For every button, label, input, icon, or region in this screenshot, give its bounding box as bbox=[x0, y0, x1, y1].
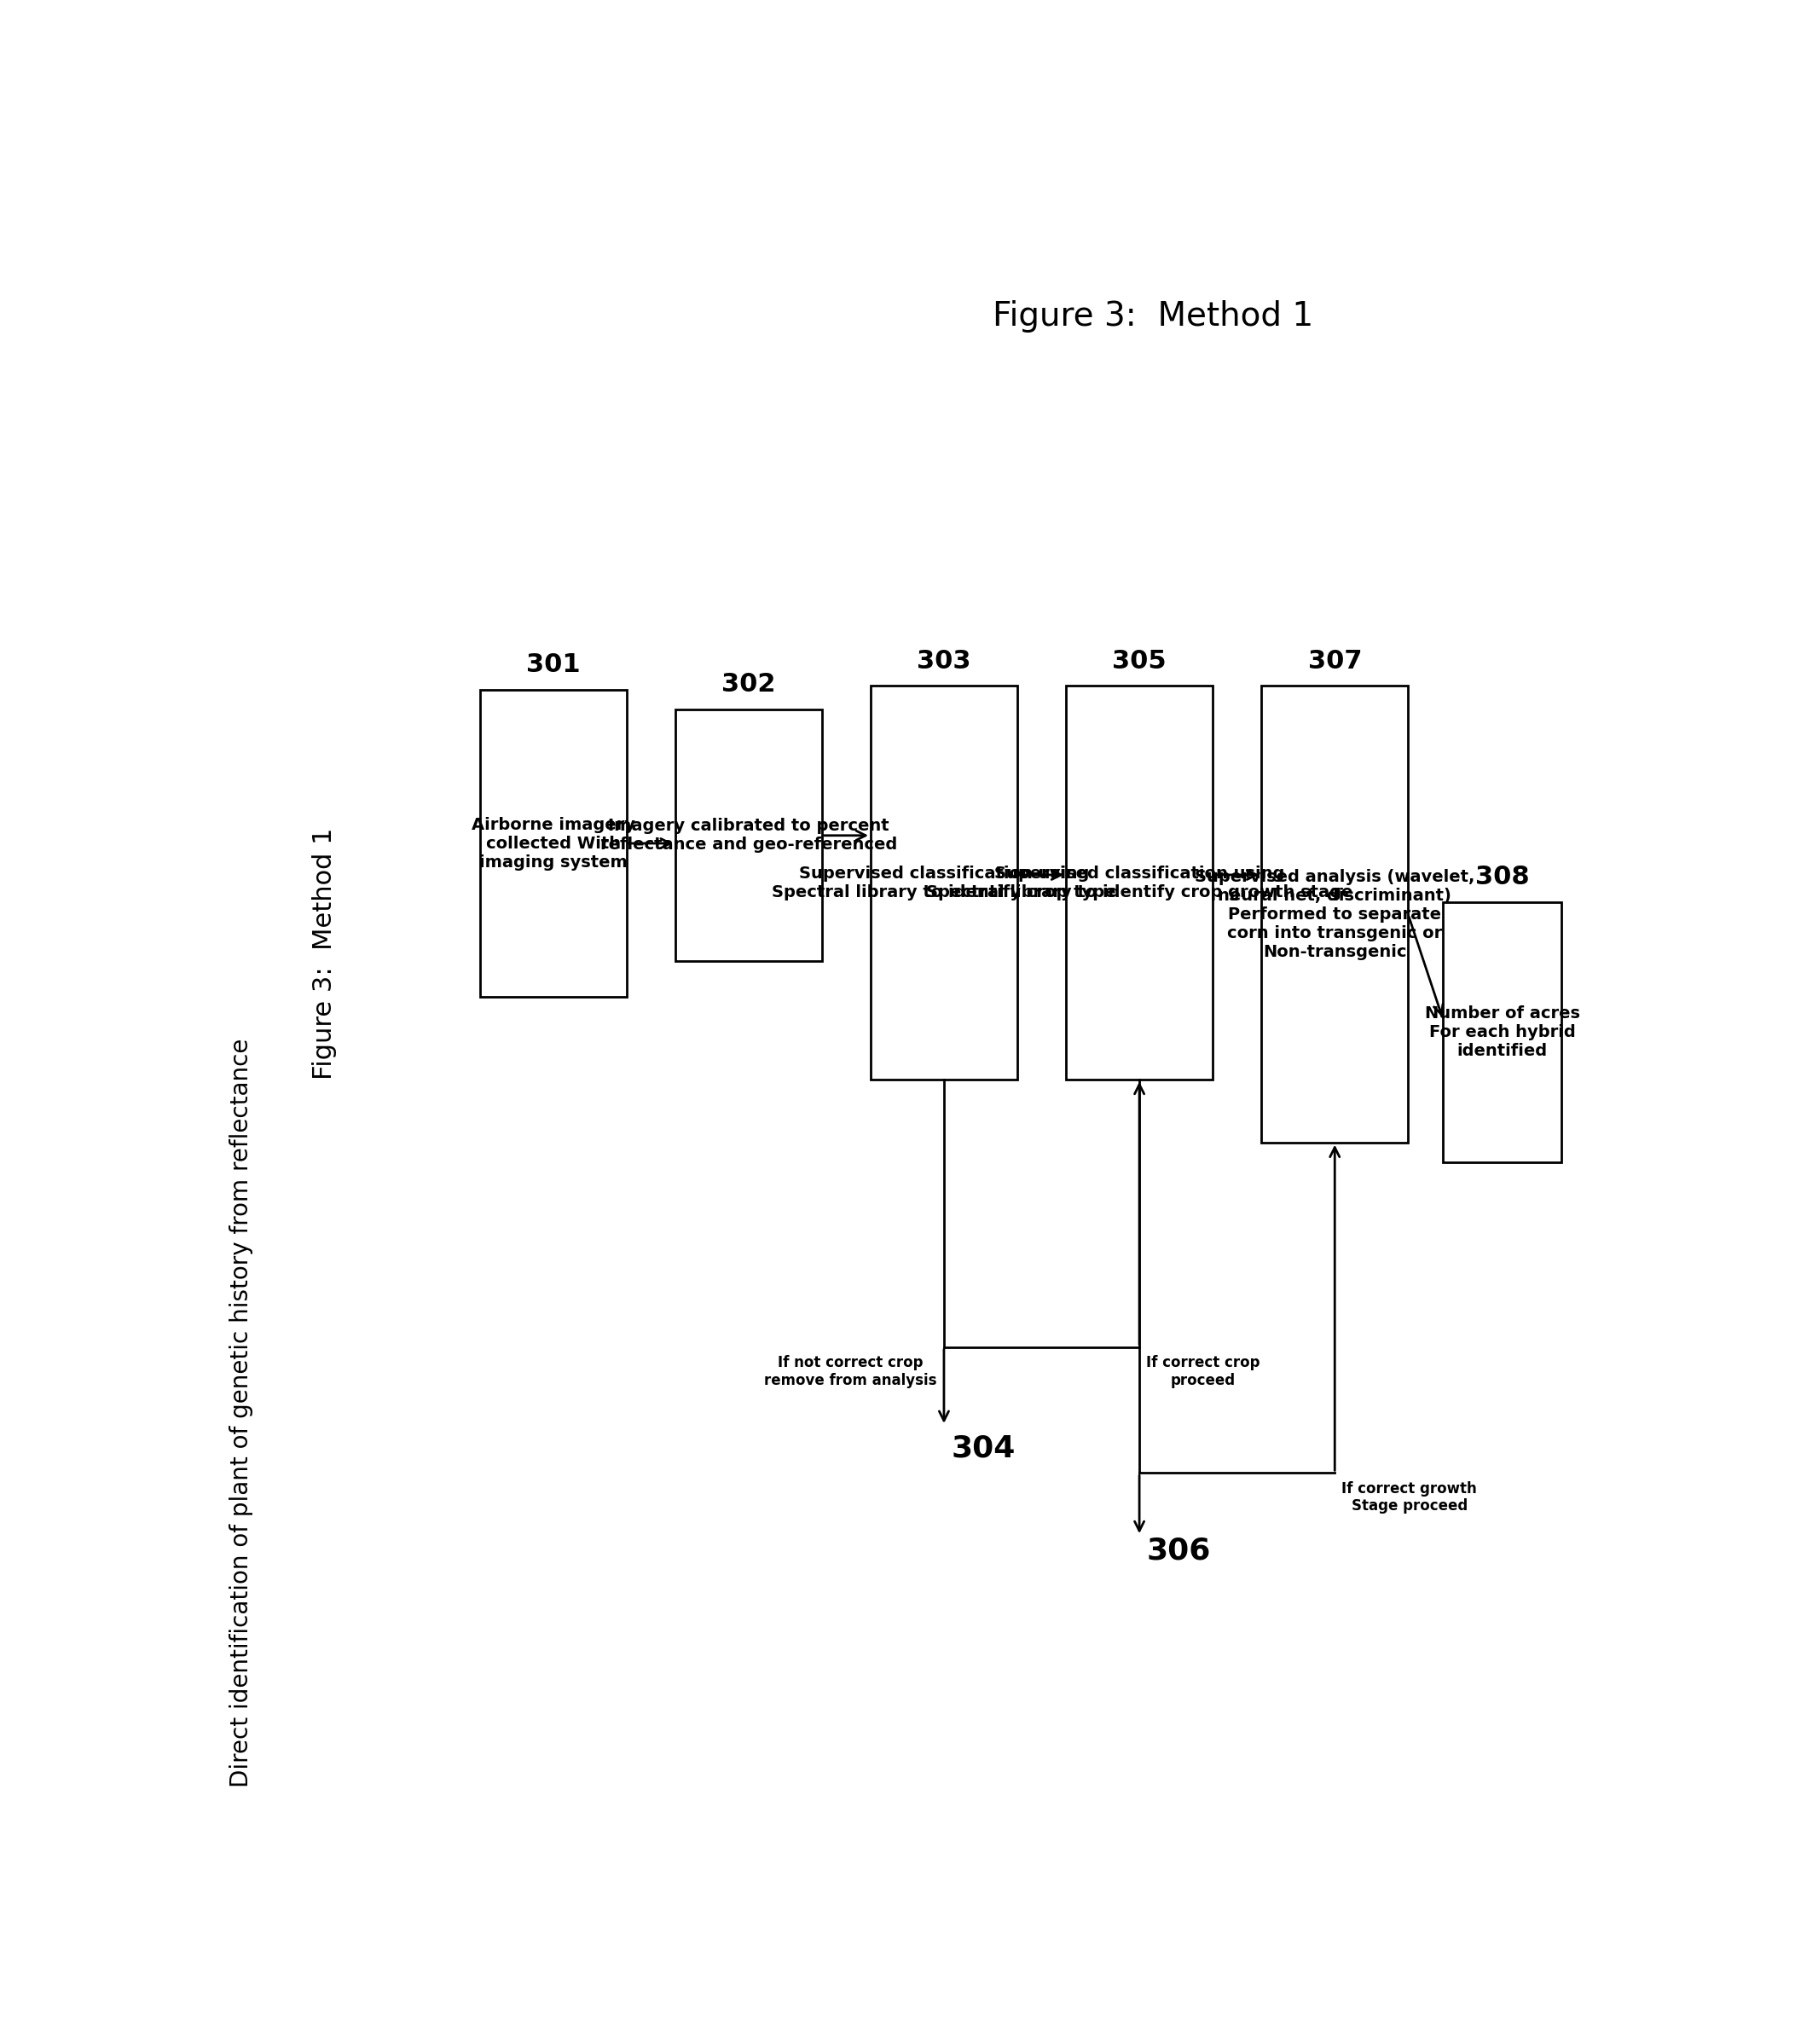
Bar bbox=[1066, 687, 1212, 1079]
Bar bbox=[1261, 687, 1408, 1143]
Text: Supervised classification using
Spectral library to identify crop growth stage: Supervised classification using Spectral… bbox=[926, 865, 1353, 899]
Text: 301: 301 bbox=[526, 652, 580, 677]
Text: 308: 308 bbox=[1475, 865, 1529, 889]
Text: Figure 3:  Method 1: Figure 3: Method 1 bbox=[312, 828, 337, 1079]
Text: If correct crop
proceed: If correct crop proceed bbox=[1147, 1355, 1261, 1388]
Text: Imagery calibrated to percent
reflectance and geo-referenced: Imagery calibrated to percent reflectanc… bbox=[600, 818, 897, 852]
Text: 306: 306 bbox=[1147, 1535, 1210, 1566]
Text: If correct growth
Stage proceed: If correct growth Stage proceed bbox=[1342, 1480, 1477, 1515]
Bar bbox=[479, 691, 627, 997]
Bar bbox=[675, 709, 821, 961]
Text: Figure 3:  Method 1: Figure 3: Method 1 bbox=[992, 300, 1313, 333]
Text: Number of acres
For each hybrid
identified: Number of acres For each hybrid identifi… bbox=[1425, 1006, 1579, 1059]
Text: Supervised classification using
Spectral library to identify crop type: Supervised classification using Spectral… bbox=[773, 865, 1117, 899]
Text: 304: 304 bbox=[951, 1433, 1016, 1464]
Text: 303: 303 bbox=[917, 648, 971, 672]
Text: Supervised analysis (wavelet,
neural net, discriminant)
Performed to separate
co: Supervised analysis (wavelet, neural net… bbox=[1194, 869, 1475, 961]
Text: Airborne imagery
collected With
imaging system: Airborne imagery collected With imaging … bbox=[472, 816, 636, 871]
Bar bbox=[1443, 901, 1561, 1163]
Text: 302: 302 bbox=[722, 672, 776, 697]
Text: Direct identification of plant of genetic history from reflectance: Direct identification of plant of geneti… bbox=[229, 1038, 252, 1788]
Text: 307: 307 bbox=[1308, 648, 1362, 672]
Bar bbox=[870, 687, 1018, 1079]
Text: 305: 305 bbox=[1113, 648, 1167, 672]
Text: If not correct crop
remove from analysis: If not correct crop remove from analysis bbox=[764, 1355, 937, 1388]
